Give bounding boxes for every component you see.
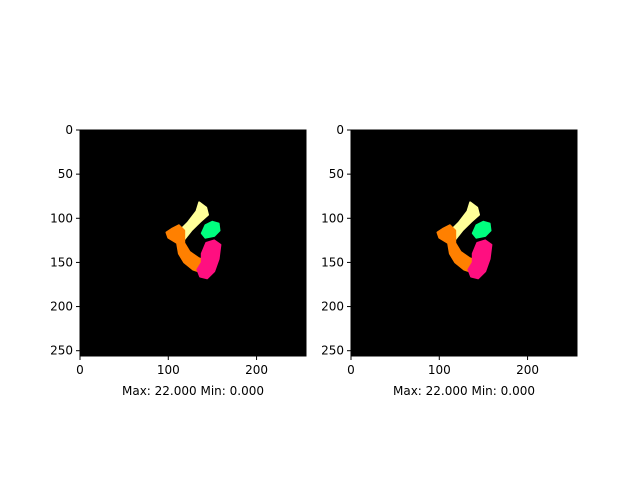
- x-axis-label: Max: 22.000 Min: 0.000: [393, 384, 535, 398]
- label-region-1: [471, 220, 492, 239]
- x-tick-label: 100: [428, 363, 451, 377]
- x-tick-label: 0: [76, 363, 84, 377]
- y-tick-label: 250: [321, 344, 344, 358]
- axes-frame: [350, 129, 578, 357]
- y-tick-label: 200: [321, 300, 344, 314]
- x-tick-label: 100: [157, 363, 180, 377]
- y-tick-label: 150: [321, 255, 344, 269]
- x-tick-label: 200: [516, 363, 539, 377]
- x-axis-label: Max: 22.000 Min: 0.000: [122, 384, 264, 398]
- y-tick-label: 0: [65, 123, 73, 137]
- x-tick-label: 200: [245, 363, 268, 377]
- label-region-1: [200, 220, 221, 239]
- label-region-3: [467, 239, 493, 280]
- image-background: [80, 130, 306, 356]
- y-tick-label: 200: [50, 300, 73, 314]
- y-tick-label: 0: [336, 123, 344, 137]
- y-tick-label: 100: [50, 211, 73, 225]
- axes-frame: [79, 129, 307, 357]
- y-tick-label: 50: [58, 167, 73, 181]
- image-background: [351, 130, 577, 356]
- y-tick-label: 250: [50, 344, 73, 358]
- y-tick-label: 50: [329, 167, 344, 181]
- label-region-3: [196, 239, 222, 280]
- y-tick-label: 100: [321, 211, 344, 225]
- y-tick-label: 150: [50, 255, 73, 269]
- x-tick-label: 0: [347, 363, 355, 377]
